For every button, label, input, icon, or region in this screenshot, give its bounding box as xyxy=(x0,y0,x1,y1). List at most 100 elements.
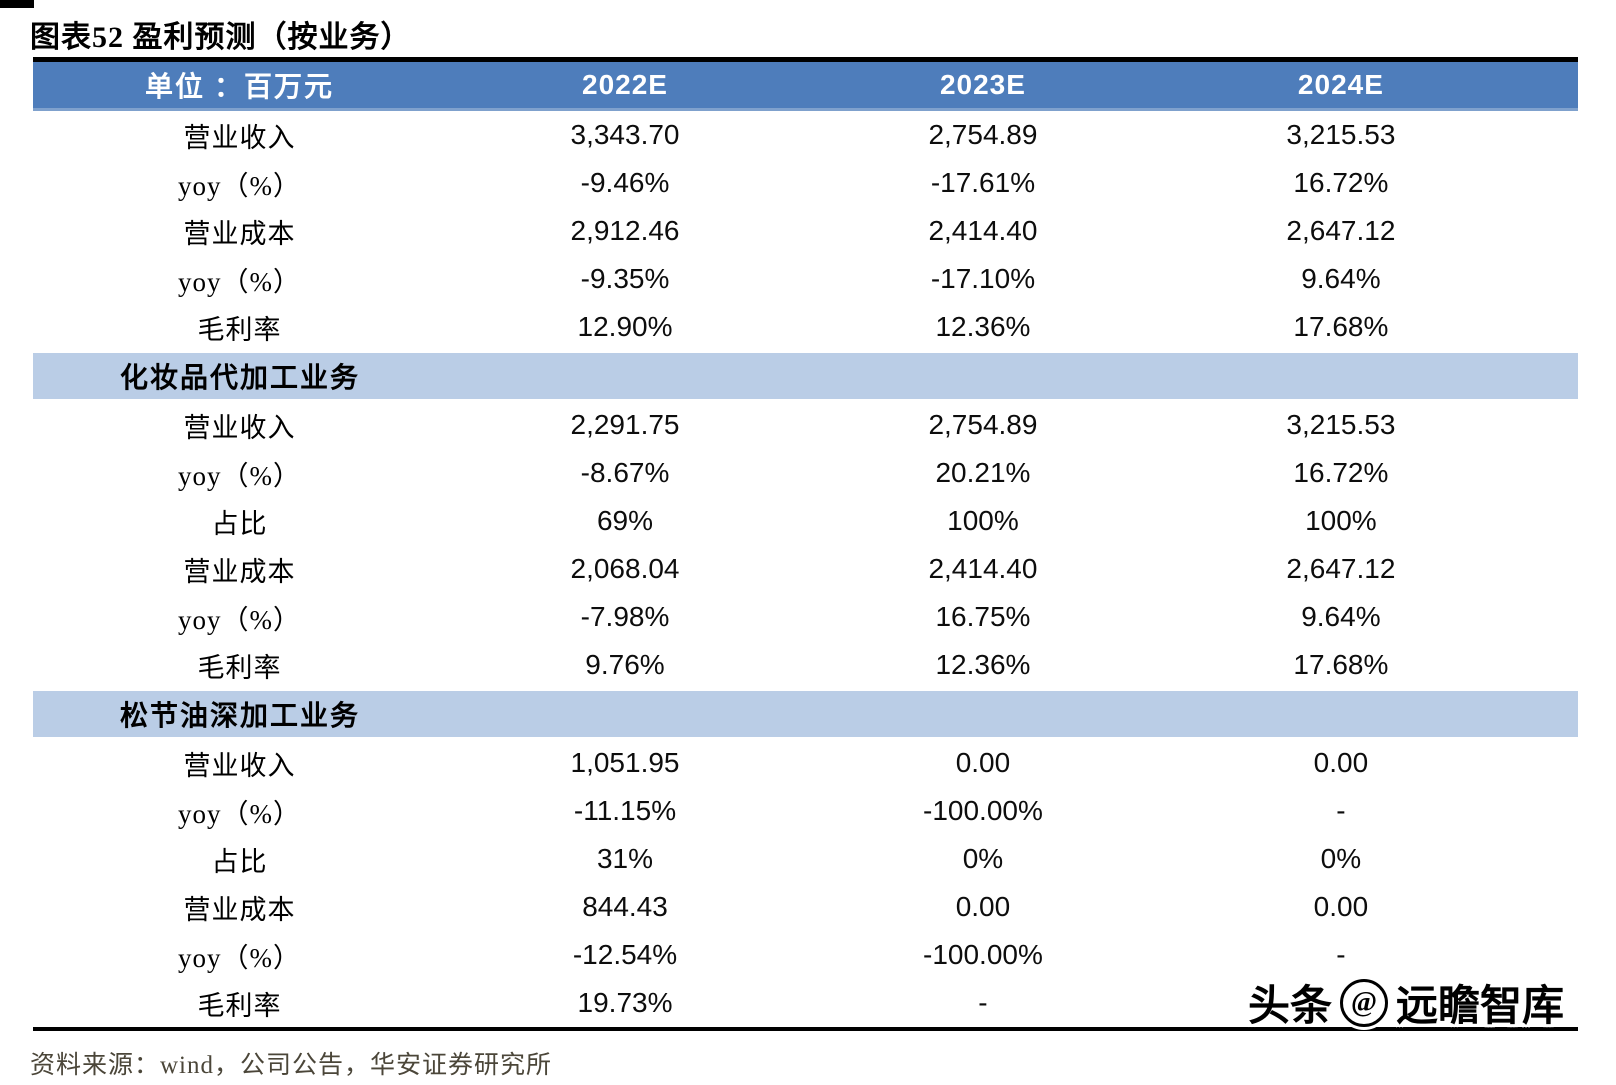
table-row: 营业成本 2,912.46 2,414.40 2,647.12 xyxy=(33,207,1578,255)
row-label: yoy（%） xyxy=(178,460,302,491)
row-label: yoy（%） xyxy=(178,798,302,829)
cell-2024e: 0.00 xyxy=(1313,891,1369,922)
row-label: yoy（%） xyxy=(178,170,302,201)
row-label: yoy（%） xyxy=(178,604,302,635)
table-row: yoy（%） -7.98% 16.75% 9.64% xyxy=(33,593,1578,641)
cell-2022e: 2,912.46 xyxy=(570,215,680,246)
watermark-at-icon: @ xyxy=(1340,978,1389,1027)
table-row: 营业收入 2,291.75 2,754.89 3,215.53 xyxy=(33,401,1578,449)
row-label: 占比 xyxy=(211,508,268,539)
row-label: yoy（%） xyxy=(178,266,302,297)
table-row: 毛利率 12.90% 12.36% 17.68% xyxy=(33,303,1578,351)
cell-2023e: 0.00 xyxy=(955,747,1011,778)
table-row: 占比 31% 0% 0% xyxy=(33,835,1578,883)
cell-2024e: - xyxy=(1336,795,1346,826)
section-band-turpentine: 松节油深加工业务 xyxy=(33,691,1578,737)
cell-2022e: 69% xyxy=(596,505,654,536)
cell-2023e: 100% xyxy=(947,505,1019,536)
col-header-2022e: 2022E xyxy=(582,69,668,100)
cell-2024e: 3,215.53 xyxy=(1286,119,1396,150)
cell-2023e: 16.75% xyxy=(935,601,1031,632)
cell-2024e: 16.72% xyxy=(1293,457,1389,488)
cell-2023e: 2,754.89 xyxy=(928,119,1038,150)
watermark-suffix: 远瞻智库 xyxy=(1396,984,1565,1030)
row-label: 营业成本 xyxy=(183,894,296,925)
table-bottom-border xyxy=(33,1027,1578,1031)
cell-2023e: 12.36% xyxy=(935,649,1031,680)
cell-2022e: 3,343.70 xyxy=(570,119,680,150)
cell-2022e: 1,051.95 xyxy=(570,747,680,778)
table-row: yoy（%） -12.54% -100.00% - xyxy=(33,931,1578,979)
figure-title: 图表52 盈利预测（按业务） xyxy=(30,21,412,54)
cell-2023e: 2,754.89 xyxy=(928,409,1038,440)
cell-2023e: -100.00% xyxy=(923,939,1043,970)
cell-2022e: 844.43 xyxy=(582,891,668,922)
cell-2024e: - xyxy=(1336,939,1346,970)
table-row: yoy（%） -9.35% -17.10% 9.64% xyxy=(33,255,1578,303)
cell-2023e: 2,414.40 xyxy=(928,553,1038,584)
cell-2024e: 17.68% xyxy=(1293,311,1389,342)
table-header-row: 单位 ：百万元 2022E 2023E 2024E xyxy=(33,62,1578,111)
cell-2023e: -17.10% xyxy=(930,263,1036,294)
table-top-border xyxy=(33,57,1578,62)
col-header-2023e: 2023E xyxy=(939,69,1026,100)
row-label: 营业收入 xyxy=(183,750,296,781)
table-row: yoy（%） -11.15% -100.00% - xyxy=(33,787,1578,835)
row-label: 营业收入 xyxy=(183,122,296,153)
cell-2022e: -9.35% xyxy=(580,263,670,294)
cell-2023e: 20.21% xyxy=(935,457,1031,488)
cell-2024e: 3,215.53 xyxy=(1286,409,1396,440)
cell-2024e: 0% xyxy=(1320,843,1362,874)
unit-header: 单位 ：百万元 xyxy=(145,72,335,103)
section-band-cosmetics: 化妆品代加工业务 xyxy=(33,353,1578,399)
cell-2022e: 9.76% xyxy=(585,649,665,680)
cell-2024e: 17.68% xyxy=(1293,649,1389,680)
cell-2022e: 31% xyxy=(596,843,654,874)
col-header-2024e: 2024E xyxy=(1297,69,1384,100)
table-row: 营业收入 3,343.70 2,754.89 3,215.53 xyxy=(33,111,1578,159)
table-row: 占比 69% 100% 100% xyxy=(33,497,1578,545)
row-label: 占比 xyxy=(211,846,268,877)
row-label: 毛利率 xyxy=(197,314,282,345)
table-row: yoy（%） -8.67% 20.21% 16.72% xyxy=(33,449,1578,497)
cell-2022e: -8.67% xyxy=(580,457,670,488)
table-row: 营业收入 1,051.95 0.00 0.00 xyxy=(33,739,1578,787)
cell-2024e: 2,647.12 xyxy=(1286,215,1396,246)
cell-2024e: 16.72% xyxy=(1293,167,1389,198)
cell-2024e: 100% xyxy=(1305,505,1377,536)
watermark-prefix: 头条 xyxy=(1248,984,1333,1030)
cell-2024e: 9.64% xyxy=(1301,601,1381,632)
row-label: 毛利率 xyxy=(197,990,282,1021)
cell-2023e: -100.00% xyxy=(923,795,1043,826)
cell-2023e: 0.00 xyxy=(955,891,1011,922)
cell-2024e: 0.00 xyxy=(1313,747,1369,778)
row-label: 营业成本 xyxy=(183,556,296,587)
cell-2022e: -11.15% xyxy=(573,795,677,826)
row-label: 营业成本 xyxy=(183,218,296,249)
cell-2022e: -7.98% xyxy=(580,601,670,632)
cell-2024e: 2,647.12 xyxy=(1286,553,1396,584)
cell-2024e: 9.64% xyxy=(1301,263,1381,294)
cell-2023e: - xyxy=(978,987,988,1018)
row-label: yoy（%） xyxy=(178,942,302,973)
table-row: 毛利率 19.73% - xyxy=(33,979,1578,1027)
watermark: 头条 @ 远瞻智库 xyxy=(1248,972,1564,1033)
row-label: 毛利率 xyxy=(197,652,282,683)
source-note: 资料来源：wind，公司公告，华安证券研究所 xyxy=(30,1052,553,1079)
cell-2023e: -17.61% xyxy=(930,167,1036,198)
cell-2023e: 0% xyxy=(962,843,1004,874)
row-label: 营业收入 xyxy=(183,412,296,443)
cell-2023e: 2,414.40 xyxy=(928,215,1038,246)
forecast-table: 单位 ：百万元 2022E 2023E 2024E 营业收入 3,343.70 … xyxy=(33,57,1578,1031)
cell-2022e: 2,291.75 xyxy=(570,409,680,440)
cell-2022e: -12.54% xyxy=(572,939,678,970)
table-row: 营业成本 2,068.04 2,414.40 2,647.12 xyxy=(33,545,1578,593)
cell-2023e: 12.36% xyxy=(935,311,1031,342)
table-row: 营业成本 844.43 0.00 0.00 xyxy=(33,883,1578,931)
cell-2022e: -9.46% xyxy=(580,167,670,198)
cell-2022e: 19.73% xyxy=(577,987,673,1018)
cell-2022e: 2,068.04 xyxy=(570,553,680,584)
cell-2022e: 12.90% xyxy=(577,311,673,342)
table-row: 毛利率 9.76% 12.36% 17.68% xyxy=(33,641,1578,689)
